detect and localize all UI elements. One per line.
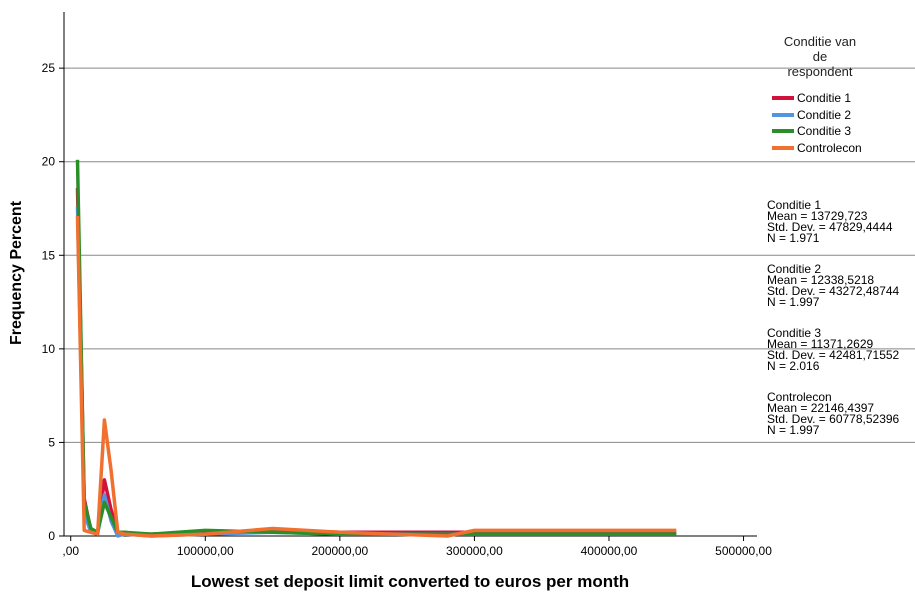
x-tick-label: 200000,00 (311, 544, 368, 558)
legend-title-line: Conditie van (783, 34, 857, 49)
legend: Conditie 1 Conditie 2 Conditie 3 Control… (772, 90, 862, 156)
stat-name: Conditie 3 (767, 326, 822, 340)
legend-title-line: de (812, 49, 828, 64)
legend-swatch (772, 145, 794, 150)
series-line-3 (75, 159, 677, 536)
y-tick-label: 15 (42, 248, 56, 262)
legend-label: Conditie 3 (797, 124, 852, 139)
axes (59, 12, 757, 541)
legend-swatch (772, 96, 794, 101)
y-tick-label: 20 (42, 155, 56, 169)
stat-mean: Mean = 11371,2629 (767, 337, 874, 351)
tick-labels: 0 5 10 15 20 25 ,00 100000,00 200000,00 300000,00… (42, 61, 773, 558)
x-tick-label: ,00 (62, 544, 79, 558)
stat-n: N = 1.971 (767, 231, 820, 245)
stat-name: Controlecon (767, 390, 832, 404)
legend-item: Conditie 3 (772, 123, 862, 140)
legend-label: Controlecon (797, 140, 862, 155)
stat-block: Conditie 2 Mean = 12338,5218 Std. Dev. =… (767, 262, 900, 309)
series-line-4 (75, 215, 677, 538)
stat-n: N = 2.016 (767, 359, 820, 373)
stat-sd: Std. Dev. = 47829,4444 (767, 220, 893, 234)
statistics-panel: Conditie 1 Mean = 13729,723 Std. Dev. = … (767, 198, 900, 456)
y-axis-label: Frequency Percent (8, 200, 25, 345)
stat-sd: Std. Dev. = 42481,71552 (767, 348, 900, 362)
x-tick-label: 400000,00 (581, 544, 638, 558)
legend-label: Conditie 1 (797, 91, 852, 106)
stat-name: Conditie 2 (767, 262, 822, 276)
stat-sd: Std. Dev. = 43272,48744 (767, 284, 900, 298)
stat-n: N = 1.997 (767, 423, 820, 437)
x-tick-label: 300000,00 (446, 544, 503, 558)
y-tick-label: 10 (42, 342, 56, 356)
stat-mean: Mean = 12338,5218 (767, 273, 875, 287)
legend-swatch (772, 112, 794, 117)
x-tick-label: 500000,00 (715, 544, 772, 558)
stat-mean: Mean = 22146,4397 (767, 401, 875, 415)
stat-block: Controlecon Mean = 22146,4397 Std. Dev. … (767, 390, 900, 437)
stat-n: N = 1.997 (767, 295, 820, 309)
series-lines (75, 159, 677, 538)
stat-block: Conditie 1 Mean = 13729,723 Std. Dev. = … (767, 198, 899, 245)
legend-title: Conditie van de respondent (758, 34, 882, 79)
y-tick-label: 0 (48, 529, 55, 543)
legend-title-line: respondent (787, 64, 853, 79)
legend-item: Conditie 2 (772, 107, 862, 124)
series-line-1 (75, 187, 677, 536)
legend-label: Conditie 2 (797, 107, 852, 122)
x-axis-label: Lowest set deposit limit converted to eu… (191, 572, 629, 591)
stat-sd: Std. Dev. = 60778,52396 (767, 412, 900, 426)
stat-mean: Mean = 13729,723 (767, 209, 868, 223)
series-line-2 (75, 206, 677, 538)
y-tick-label: 5 (48, 435, 55, 449)
y-tick-label: 25 (42, 61, 56, 75)
stat-block: Conditie 3 Mean = 11371,2629 Std. Dev. =… (767, 326, 900, 373)
grid-lines (64, 67, 915, 443)
legend-item: Controlecon (772, 140, 862, 157)
x-tick-label: 100000,00 (177, 544, 234, 558)
stat-name: Conditie 1 (767, 198, 822, 212)
legend-swatch (772, 129, 794, 134)
legend-item: Conditie 1 (772, 90, 862, 107)
